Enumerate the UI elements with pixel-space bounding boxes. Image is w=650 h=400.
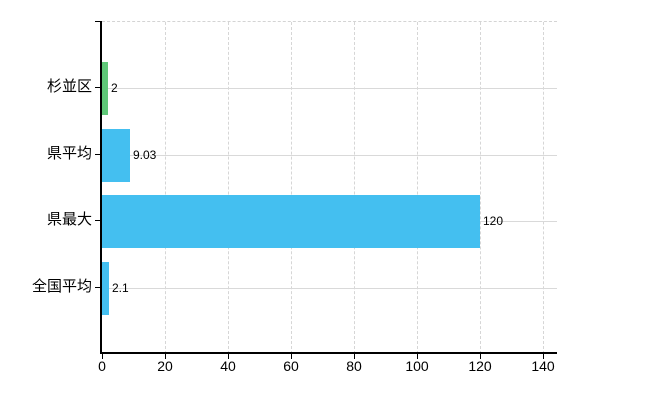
x-axis-tick	[165, 354, 166, 359]
h-gridline	[102, 288, 557, 289]
bar	[102, 261, 109, 315]
y-category-label: 杉並区	[46, 78, 92, 95]
h-gridline	[102, 155, 557, 156]
y-axis-tick	[95, 154, 101, 155]
x-tick-label: 40	[220, 358, 236, 374]
v-gridline	[291, 22, 292, 354]
plot-area: 2 9.03 120 2.1	[102, 21, 557, 354]
y-category-label: 全国平均	[31, 278, 92, 295]
x-tick-label: 20	[157, 358, 173, 374]
v-gridline	[543, 22, 544, 354]
x-axis-tick	[417, 354, 418, 359]
bar-value-label: 2.1	[112, 281, 129, 295]
y-category-label: 県最大	[46, 211, 92, 228]
x-tick-label: 100	[405, 358, 429, 374]
x-tick-label: 0	[98, 358, 106, 374]
x-tick-label: 140	[531, 358, 555, 374]
x-axis-tick	[228, 354, 229, 359]
y-category-label: 県平均	[46, 145, 92, 162]
v-gridline	[417, 22, 418, 354]
x-tick-label: 80	[346, 358, 362, 374]
x-tick-label: 120	[468, 358, 492, 374]
x-axis-tick	[102, 354, 103, 359]
x-axis-tick	[543, 354, 544, 359]
bar-value-label: 9.03	[133, 148, 157, 162]
y-axis-tick	[95, 287, 101, 288]
y-axis-tick	[95, 220, 101, 221]
v-gridline	[228, 22, 229, 354]
bar-value-label: 2	[111, 81, 118, 95]
v-gridline	[165, 22, 166, 354]
bar	[102, 128, 130, 182]
y-axis-tick	[95, 21, 101, 22]
x-axis-tick	[480, 354, 481, 359]
v-gridline	[354, 22, 355, 354]
x-tick-label: 60	[283, 358, 299, 374]
x-axis-tick	[291, 354, 292, 359]
h-gridline	[102, 88, 557, 89]
y-axis-tick	[95, 87, 101, 88]
v-gridline	[480, 22, 481, 354]
y-axis-line	[100, 21, 102, 353]
x-axis-tick	[354, 354, 355, 359]
bar	[102, 194, 480, 248]
x-axis-line	[100, 352, 557, 354]
bar-value-label: 120	[483, 214, 504, 228]
bar	[102, 61, 108, 115]
